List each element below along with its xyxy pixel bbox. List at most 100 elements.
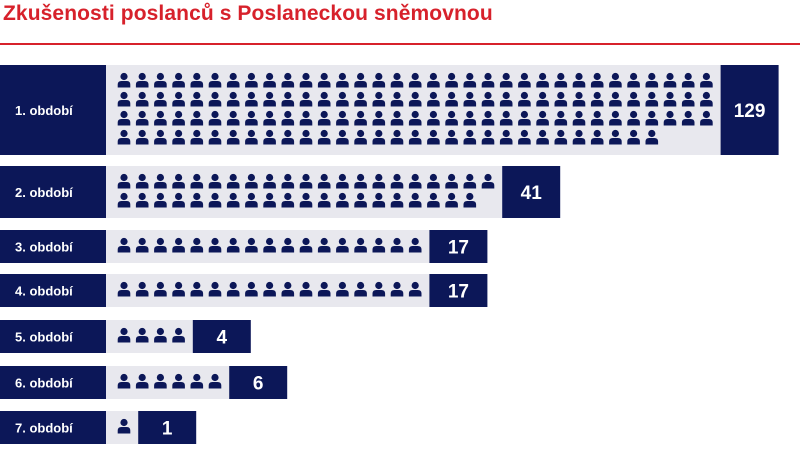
person-icon xyxy=(390,91,404,107)
person-icon xyxy=(372,110,386,126)
value-label: 6 xyxy=(253,374,264,395)
person-icon xyxy=(427,192,440,208)
person-icon xyxy=(208,373,222,389)
person-icon xyxy=(135,237,149,253)
value-label: 4 xyxy=(217,328,228,349)
person-icon xyxy=(208,72,222,88)
person-icon xyxy=(117,129,131,145)
person-icon xyxy=(390,281,404,297)
person-icon xyxy=(554,72,568,88)
person-icon xyxy=(172,91,185,107)
person-icon xyxy=(172,237,185,253)
person-icon xyxy=(590,110,604,126)
category-label-box xyxy=(0,230,106,263)
person-icon xyxy=(226,110,240,126)
person-icon xyxy=(208,91,222,107)
person-icon xyxy=(117,91,131,107)
person-icon xyxy=(263,173,276,189)
person-icon xyxy=(317,173,331,189)
person-icon xyxy=(336,192,349,208)
person-icon xyxy=(208,129,222,145)
person-icon xyxy=(408,72,422,88)
bar-row: 1. období 129 xyxy=(0,65,779,155)
person-icon xyxy=(663,72,677,88)
person-icon xyxy=(117,327,131,343)
person-icon xyxy=(154,192,167,208)
person-icon xyxy=(208,237,222,253)
person-icon xyxy=(354,129,367,145)
category-label: 6. období xyxy=(15,376,73,391)
person-icon xyxy=(427,110,440,126)
person-icon xyxy=(681,72,695,88)
person-icon xyxy=(390,192,404,208)
person-icon xyxy=(408,91,422,107)
value-box xyxy=(138,411,197,444)
person-icon xyxy=(645,72,659,88)
person-icon xyxy=(463,91,477,107)
person-icon xyxy=(518,91,531,107)
person-icon xyxy=(190,373,204,389)
person-icon xyxy=(445,192,458,208)
person-icon xyxy=(427,173,440,189)
category-label: 1. období xyxy=(15,103,73,118)
person-icon xyxy=(445,72,458,88)
person-icon xyxy=(117,418,131,434)
person-icon xyxy=(427,91,440,107)
person-icon xyxy=(263,192,276,208)
person-icon xyxy=(263,129,276,145)
title-underline xyxy=(0,43,800,45)
person-icon xyxy=(572,129,586,145)
person-icon xyxy=(372,237,386,253)
person-icon xyxy=(499,129,513,145)
person-icon xyxy=(226,129,240,145)
person-icon xyxy=(390,173,404,189)
person-icon xyxy=(263,237,276,253)
category-label-box xyxy=(0,411,106,444)
category-label: 7. období xyxy=(15,421,73,436)
person-icon xyxy=(317,281,331,297)
category-label: 4. období xyxy=(15,284,73,299)
category-label-box xyxy=(0,166,106,218)
person-icon xyxy=(154,173,167,189)
value-label: 17 xyxy=(448,282,469,303)
person-icon xyxy=(299,91,313,107)
person-icon xyxy=(245,91,258,107)
person-icon xyxy=(590,72,604,88)
person-icon xyxy=(408,237,422,253)
person-icon xyxy=(499,91,513,107)
value-box xyxy=(502,166,561,218)
person-icon xyxy=(117,281,131,297)
person-icon xyxy=(700,91,713,107)
person-icon xyxy=(390,110,404,126)
person-icon xyxy=(190,72,204,88)
person-icon xyxy=(135,281,149,297)
person-icon xyxy=(572,72,586,88)
person-icon xyxy=(499,72,513,88)
person-icon xyxy=(481,129,495,145)
person-icon xyxy=(245,173,258,189)
person-icon xyxy=(681,91,695,107)
person-icon xyxy=(172,110,185,126)
person-icon xyxy=(408,192,422,208)
person-icon xyxy=(572,91,586,107)
person-icon xyxy=(390,237,404,253)
person-icon xyxy=(299,173,313,189)
person-icon xyxy=(135,91,149,107)
bar-row: 2. období 41 xyxy=(0,166,561,218)
person-icon xyxy=(554,110,568,126)
person-icon xyxy=(372,129,386,145)
person-icon xyxy=(172,281,185,297)
person-icon xyxy=(372,192,386,208)
person-icon xyxy=(263,91,276,107)
person-icon xyxy=(536,72,549,88)
person-icon xyxy=(336,129,349,145)
person-icon xyxy=(336,72,349,88)
person-icon xyxy=(154,237,167,253)
person-icon xyxy=(317,129,331,145)
person-icon xyxy=(117,373,131,389)
person-icon xyxy=(481,110,495,126)
person-icon xyxy=(245,192,258,208)
person-icon xyxy=(154,91,167,107)
person-icon xyxy=(354,110,367,126)
